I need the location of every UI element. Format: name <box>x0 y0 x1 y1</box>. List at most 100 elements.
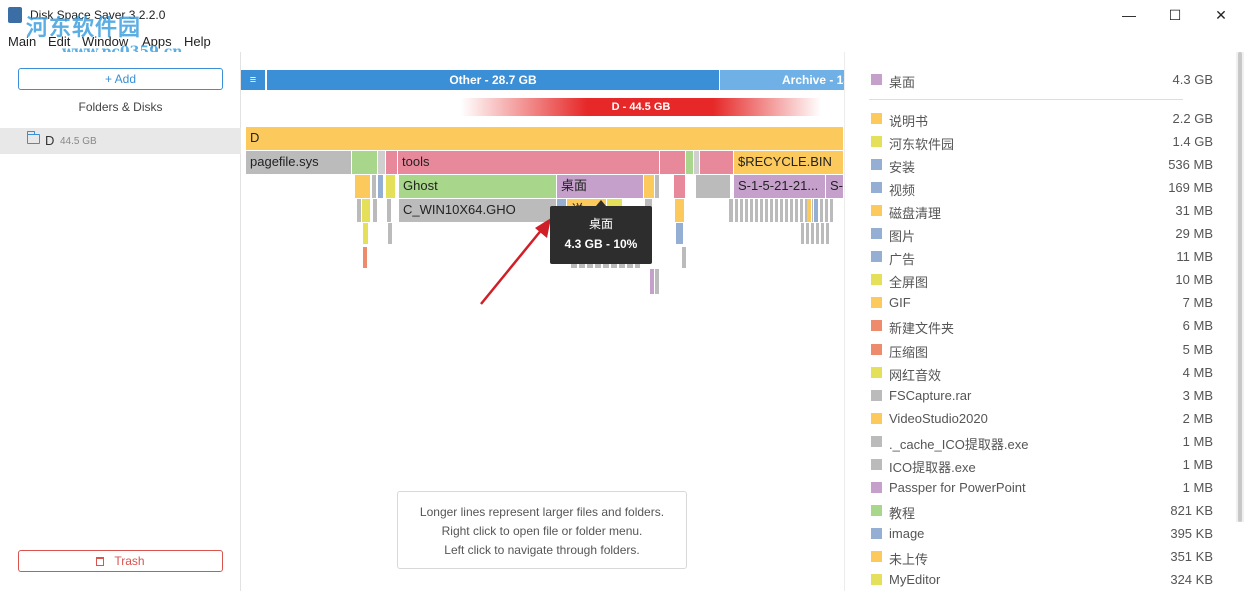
legend-size: 5 MB <box>1182 341 1213 357</box>
legend-size: 351 KB <box>1170 548 1213 564</box>
folder-segment[interactable] <box>675 199 685 223</box>
maximize-icon[interactable]: ☐ <box>1168 7 1182 23</box>
legend-size: 169 MB <box>1168 180 1213 196</box>
menu-apps[interactable]: Apps <box>142 34 172 49</box>
legend-name: Passper for PowerPoint <box>889 479 1026 495</box>
scrollbar-thumb[interactable] <box>1238 52 1242 522</box>
folder-segment[interactable] <box>682 247 687 269</box>
legend-item[interactable]: ._cache_ICO提取器.exe 1 MB <box>869 432 1213 452</box>
tooltip: 桌面 4.3 GB - 10% <box>550 200 652 264</box>
legend-name: 网红音效 <box>889 367 942 383</box>
folder-segment[interactable] <box>660 151 686 175</box>
folder-segment[interactable] <box>378 151 386 175</box>
folder-segment[interactable] <box>388 223 393 245</box>
folder-segment[interactable] <box>372 175 377 199</box>
legend-item[interactable]: 新建文件夹 6 MB <box>869 316 1213 336</box>
folder-segment[interactable] <box>373 199 378 223</box>
folder-segment[interactable] <box>378 175 384 199</box>
folder-segment-sid[interactable]: S-1-5-21-21... <box>734 175 826 199</box>
color-swatch <box>871 136 882 148</box>
folder-segment-d[interactable]: D <box>246 127 844 151</box>
menu-help[interactable]: Help <box>184 34 211 49</box>
legend-item[interactable]: 教程 821 KB <box>869 501 1213 521</box>
window-title: Disk Space Saver 3 2.2.0 <box>30 8 166 22</box>
folder-segment[interactable] <box>355 175 371 199</box>
folder-segment-tools[interactable]: tools <box>398 151 660 175</box>
folder-segment[interactable] <box>674 175 686 199</box>
hint-line: Longer lines represent larger files and … <box>419 505 665 519</box>
close-icon[interactable]: ✕ <box>1215 7 1227 23</box>
folder-segment-desktop[interactable]: 桌面 <box>557 175 644 199</box>
folder-segment[interactable] <box>386 175 396 199</box>
folder-segment[interactable] <box>696 175 731 199</box>
scrollbar[interactable] <box>1236 52 1244 522</box>
file-segment-gho[interactable]: C_WIN10X64.GHO <box>399 199 557 223</box>
folder-segment[interactable] <box>363 223 369 245</box>
menu-main[interactable]: Main <box>8 34 37 49</box>
legend-size: 31 MB <box>1175 203 1213 219</box>
folder-segment-group[interactable] <box>801 223 831 245</box>
segment-other[interactable]: Other - 28.7 GB <box>267 70 719 90</box>
legend-item[interactable]: 未上传 351 KB <box>869 547 1213 567</box>
legend-item[interactable]: 磁盘清理 31 MB <box>869 201 1213 221</box>
folder-segment-ghost[interactable]: Ghost <box>399 175 557 199</box>
legend-item[interactable]: 全屏图 10 MB <box>869 270 1213 290</box>
legend-name: ICO提取器.exe <box>889 459 976 475</box>
legend-item[interactable]: 图片 29 MB <box>869 224 1213 244</box>
legend-size: 2 MB <box>1182 410 1213 426</box>
current-folder-row[interactable]: 桌面 4.3 GB <box>869 70 1213 90</box>
folder-segment[interactable] <box>352 151 378 175</box>
minimize-icon[interactable]: — <box>1122 7 1136 23</box>
legend-item[interactable]: image 395 KB <box>869 524 1213 544</box>
legend-item[interactable]: 广告 11 MB <box>869 247 1213 267</box>
menu-edit[interactable]: Edit <box>48 34 71 49</box>
legend-item[interactable]: FSCapture.rar 3 MB <box>869 386 1213 406</box>
legend-size: 821 KB <box>1170 502 1213 518</box>
legend-item[interactable]: 视频 169 MB <box>869 178 1213 198</box>
menu-window[interactable]: Window <box>82 34 129 49</box>
folder-segment[interactable] <box>357 199 362 223</box>
color-swatch <box>871 159 882 171</box>
folder-segment[interactable] <box>694 151 700 175</box>
folder-segment[interactable] <box>386 151 398 175</box>
legend-item[interactable]: 压缩图 5 MB <box>869 340 1213 360</box>
folder-segment[interactable] <box>387 199 392 223</box>
tooltip-value: 4.3 GB - 10% <box>564 237 638 251</box>
legend-size: 3 MB <box>1182 387 1213 403</box>
menu-toggle-icon[interactable]: ≡ <box>241 70 266 90</box>
legend-item[interactable]: ICO提取器.exe 1 MB <box>869 455 1213 475</box>
drive-item-d[interactable]: D 44.5 GB <box>0 128 241 154</box>
folder-segment[interactable] <box>807 199 812 223</box>
folder-segment[interactable] <box>729 199 734 223</box>
folder-segment-group[interactable] <box>735 199 835 223</box>
legend-item[interactable]: Passper for PowerPoint 1 MB <box>869 478 1213 498</box>
folder-segment[interactable] <box>362 199 371 223</box>
drive-bar[interactable]: D - 44.5 GB <box>461 98 821 116</box>
folder-segment-sid-2[interactable]: S- <box>826 175 844 199</box>
segment-archive[interactable]: Archive - 13.2 GB <box>720 70 844 90</box>
legend-name: GIF <box>889 295 911 311</box>
folder-segment[interactable] <box>686 151 694 175</box>
folder-segment[interactable] <box>650 269 655 295</box>
legend-item[interactable]: 网红音效 4 MB <box>869 363 1213 383</box>
color-swatch <box>871 435 882 447</box>
folder-segment-recycle-bin[interactable]: $RECYCLE.BIN <box>734 151 844 175</box>
legend-item[interactable]: GIF 7 MB <box>869 293 1213 313</box>
legend-item[interactable]: MyEditor 324 KB <box>869 570 1213 590</box>
folder-segment[interactable] <box>363 247 368 269</box>
file-segment-pagefile[interactable]: pagefile.sys <box>246 151 352 175</box>
legend-item[interactable]: 安装 536 MB <box>869 155 1213 175</box>
folder-segment[interactable] <box>676 223 684 245</box>
folder-segment[interactable] <box>655 269 660 295</box>
legend-item[interactable]: 河东软件园 1.4 GB <box>869 132 1213 152</box>
folder-segment[interactable] <box>814 199 819 223</box>
folder-segment[interactable] <box>655 175 660 199</box>
add-button[interactable]: + Add <box>18 68 223 90</box>
folder-segment[interactable] <box>644 175 655 199</box>
hint-line: Left click to navigate through folders. <box>444 543 640 557</box>
trash-button[interactable]: Trash <box>18 550 223 572</box>
legend-item[interactable]: VideoStudio2020 2 MB <box>869 409 1213 429</box>
legend-item[interactable]: 说明书 2.2 GB <box>869 109 1213 129</box>
legend-size: 1 MB <box>1182 456 1213 472</box>
folder-segment[interactable] <box>700 151 734 175</box>
